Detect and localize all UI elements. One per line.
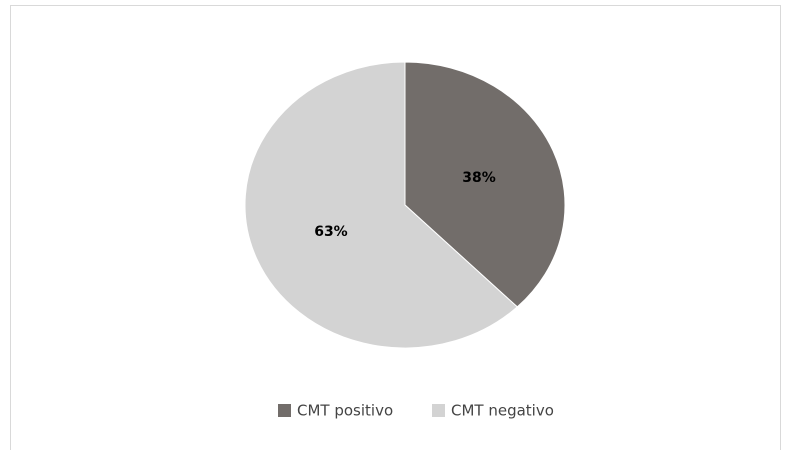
legend-label: CMT negativo — [451, 402, 554, 420]
legend-swatch — [278, 404, 291, 417]
pie-slice — [404, 61, 566, 308]
legend-swatch — [432, 404, 445, 417]
pie-slice — [244, 61, 519, 349]
value-label: 63% — [314, 224, 348, 240]
value-label: 38% — [462, 170, 496, 186]
legend-label: CMT positivo — [297, 402, 393, 420]
